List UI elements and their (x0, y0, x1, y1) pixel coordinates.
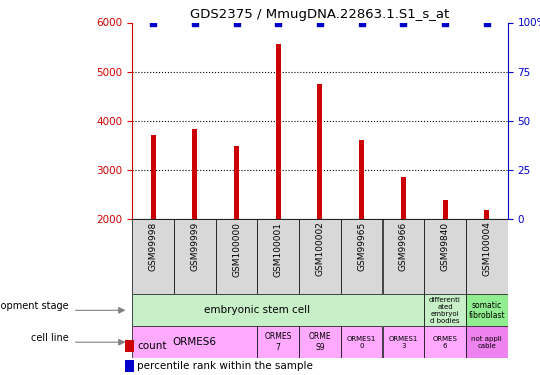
Bar (125, 360, 134, 372)
Text: cell line: cell line (31, 333, 69, 344)
Bar (258, 326, 299, 358)
Bar (341, 219, 382, 294)
Text: ORMES6: ORMES6 (173, 337, 217, 347)
Text: embryonic stem cell: embryonic stem cell (204, 305, 310, 315)
Point (274, 20, 282, 26)
Text: GSM100002: GSM100002 (315, 222, 325, 276)
Point (315, 20, 324, 26)
Text: somatic
fibroblast: somatic fibroblast (468, 301, 505, 320)
Text: count: count (137, 341, 166, 351)
Bar (299, 326, 341, 358)
Bar (484, 210, 489, 219)
Bar (341, 326, 382, 358)
Bar (424, 294, 466, 326)
Text: ORME
S9: ORME S9 (309, 333, 331, 352)
Point (399, 20, 408, 26)
Bar (424, 326, 466, 358)
Bar (443, 200, 448, 219)
Bar (151, 135, 156, 219)
Text: differenti
ated
embryoi
d bodies: differenti ated embryoi d bodies (429, 297, 461, 324)
Point (441, 20, 449, 26)
Text: GSM99966: GSM99966 (399, 222, 408, 271)
Point (232, 20, 241, 26)
Text: GSM99998: GSM99998 (148, 222, 158, 271)
Bar (466, 294, 508, 326)
Text: ORMES1
3: ORMES1 3 (389, 336, 418, 349)
Point (149, 20, 158, 26)
Text: GSM99999: GSM99999 (190, 222, 199, 271)
Bar (424, 219, 466, 294)
Point (191, 20, 199, 26)
Bar (132, 326, 258, 358)
Bar (215, 219, 258, 294)
Bar (132, 219, 174, 294)
Text: ORMES1
0: ORMES1 0 (347, 336, 376, 349)
Text: GSM100001: GSM100001 (274, 222, 283, 277)
Point (482, 20, 491, 26)
Bar (382, 219, 424, 294)
Text: ORMES
7: ORMES 7 (265, 333, 292, 352)
Point (357, 20, 366, 26)
Bar (258, 219, 299, 294)
Bar (276, 44, 281, 219)
Bar (299, 219, 341, 294)
Text: ORMES
6: ORMES 6 (433, 336, 457, 349)
Bar (125, 340, 134, 352)
Text: percentile rank within the sample: percentile rank within the sample (137, 361, 313, 371)
Bar (174, 219, 215, 294)
Text: GSM99840: GSM99840 (441, 222, 449, 271)
Bar (132, 294, 424, 326)
Bar (466, 326, 508, 358)
Bar (401, 177, 406, 219)
Text: not appli
cable: not appli cable (471, 336, 502, 349)
Bar (318, 84, 322, 219)
Bar (382, 326, 424, 358)
Bar (234, 146, 239, 219)
Bar (466, 219, 508, 294)
Text: GSM100004: GSM100004 (482, 222, 491, 276)
Bar (192, 129, 197, 219)
Text: GSM99965: GSM99965 (357, 222, 366, 271)
Title: GDS2375 / MmugDNA.22863.1.S1_s_at: GDS2375 / MmugDNA.22863.1.S1_s_at (190, 8, 450, 21)
Text: GSM100000: GSM100000 (232, 222, 241, 277)
Text: development stage: development stage (0, 302, 69, 312)
Bar (359, 140, 364, 219)
